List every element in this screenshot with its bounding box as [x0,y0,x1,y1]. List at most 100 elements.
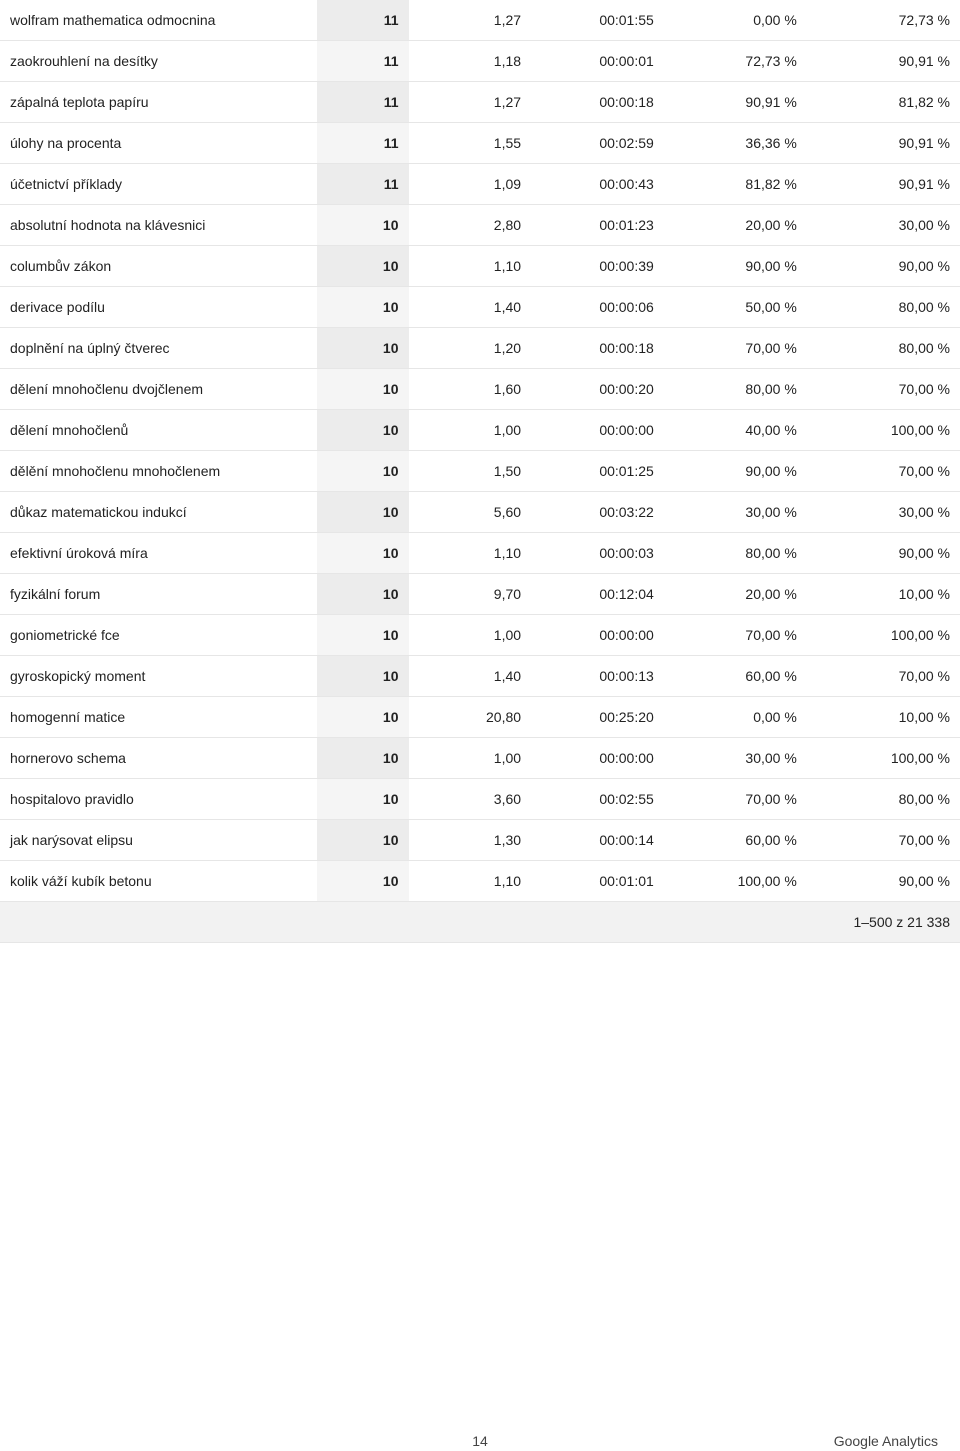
cell-count: 11 [317,164,409,205]
table-row: účetnictví příklady111,0900:00:4381,82 %… [0,164,960,205]
cell-term: absolutní hodnota na klávesnici [0,205,317,246]
cell-term: efektivní úroková míra [0,533,317,574]
cell-count: 10 [317,246,409,287]
cell-value-2: 1,09 [409,164,532,205]
cell-count: 10 [317,738,409,779]
cell-term: gyroskopický moment [0,656,317,697]
cell-count: 10 [317,779,409,820]
cell-value-5: 90,91 % [807,164,960,205]
cell-value-2: 2,80 [409,205,532,246]
cell-term: columbův zákon [0,246,317,287]
cell-value-3: 00:03:22 [531,492,664,533]
cell-count: 10 [317,492,409,533]
cell-term: hornerovo schema [0,738,317,779]
cell-value-4: 0,00 % [664,0,807,41]
cell-value-3: 00:01:25 [531,451,664,492]
table-row: doplnění na úplný čtverec101,2000:00:187… [0,328,960,369]
table-row: dělení mnohočlenů101,0000:00:0040,00 %10… [0,410,960,451]
cell-count: 10 [317,369,409,410]
cell-value-5: 70,00 % [807,820,960,861]
cell-value-4: 80,00 % [664,369,807,410]
cell-term: jak narýsovat elipsu [0,820,317,861]
cell-value-3: 00:00:13 [531,656,664,697]
cell-term: derivace podílu [0,287,317,328]
cell-value-4: 70,00 % [664,779,807,820]
cell-value-3: 00:00:43 [531,164,664,205]
cell-term: zaokrouhlení na desítky [0,41,317,82]
cell-value-4: 90,91 % [664,82,807,123]
cell-value-2: 1,27 [409,82,532,123]
cell-value-4: 81,82 % [664,164,807,205]
footer-brand: Google Analytics [834,1433,938,1449]
cell-value-2: 1,20 [409,328,532,369]
cell-value-5: 100,00 % [807,615,960,656]
cell-value-3: 00:00:00 [531,410,664,451]
cell-value-5: 90,91 % [807,123,960,164]
cell-value-3: 00:00:06 [531,287,664,328]
cell-count: 10 [317,205,409,246]
cell-value-5: 90,91 % [807,41,960,82]
cell-count: 10 [317,410,409,451]
cell-term: dělení mnohočlenů [0,410,317,451]
cell-value-4: 36,36 % [664,123,807,164]
cell-count: 11 [317,123,409,164]
table-row: columbův zákon101,1000:00:3990,00 %90,00… [0,246,960,287]
cell-value-5: 90,00 % [807,246,960,287]
table-row: efektivní úroková míra101,1000:00:0380,0… [0,533,960,574]
cell-value-4: 40,00 % [664,410,807,451]
analytics-table: wolfram mathematica odmocnina111,2700:01… [0,0,960,943]
cell-value-3: 00:01:55 [531,0,664,41]
cell-term: dělění mnohočlenu mnohočlenem [0,451,317,492]
table-row: dělení mnohočlenu dvojčlenem101,6000:00:… [0,369,960,410]
table-row: wolfram mathematica odmocnina111,2700:01… [0,0,960,41]
cell-value-2: 1,18 [409,41,532,82]
cell-value-2: 1,55 [409,123,532,164]
cell-value-2: 1,10 [409,246,532,287]
table-row: hornerovo schema101,0000:00:0030,00 %100… [0,738,960,779]
cell-value-4: 70,00 % [664,328,807,369]
cell-count: 11 [317,41,409,82]
cell-value-5: 90,00 % [807,861,960,902]
cell-value-5: 10,00 % [807,697,960,738]
cell-value-2: 1,60 [409,369,532,410]
cell-value-3: 00:02:55 [531,779,664,820]
cell-value-3: 00:00:01 [531,41,664,82]
cell-value-4: 20,00 % [664,205,807,246]
cell-value-3: 00:01:01 [531,861,664,902]
cell-term: účetnictví příklady [0,164,317,205]
cell-count: 10 [317,615,409,656]
cell-term: úlohy na procenta [0,123,317,164]
table-row: fyzikální forum109,7000:12:0420,00 %10,0… [0,574,960,615]
cell-term: dělení mnohočlenu dvojčlenem [0,369,317,410]
cell-value-3: 00:00:39 [531,246,664,287]
cell-value-2: 1,30 [409,820,532,861]
table-summary-row: 1–500 z 21 338 [0,902,960,943]
cell-value-3: 00:00:00 [531,615,664,656]
analytics-table-body: wolfram mathematica odmocnina111,2700:01… [0,0,960,943]
cell-value-5: 90,00 % [807,533,960,574]
table-row: kolik váží kubík betonu101,1000:01:01100… [0,861,960,902]
cell-value-5: 100,00 % [807,738,960,779]
cell-value-5: 100,00 % [807,410,960,451]
table-row: hospitalovo pravidlo103,6000:02:5570,00 … [0,779,960,820]
cell-value-2: 1,10 [409,861,532,902]
cell-count: 10 [317,451,409,492]
table-row: důkaz matematickou indukcí105,6000:03:22… [0,492,960,533]
cell-value-5: 80,00 % [807,287,960,328]
cell-value-4: 0,00 % [664,697,807,738]
table-row: absolutní hodnota na klávesnici102,8000:… [0,205,960,246]
cell-value-5: 81,82 % [807,82,960,123]
cell-count: 11 [317,82,409,123]
cell-value-3: 00:00:14 [531,820,664,861]
cell-term: fyzikální forum [0,574,317,615]
cell-value-2: 1,00 [409,738,532,779]
cell-term: důkaz matematickou indukcí [0,492,317,533]
cell-value-2: 1,40 [409,656,532,697]
cell-count: 10 [317,533,409,574]
cell-value-4: 90,00 % [664,451,807,492]
table-row: zaokrouhlení na desítky111,1800:00:0172,… [0,41,960,82]
cell-value-3: 00:12:04 [531,574,664,615]
cell-value-2: 3,60 [409,779,532,820]
cell-value-5: 80,00 % [807,328,960,369]
cell-value-3: 00:00:20 [531,369,664,410]
